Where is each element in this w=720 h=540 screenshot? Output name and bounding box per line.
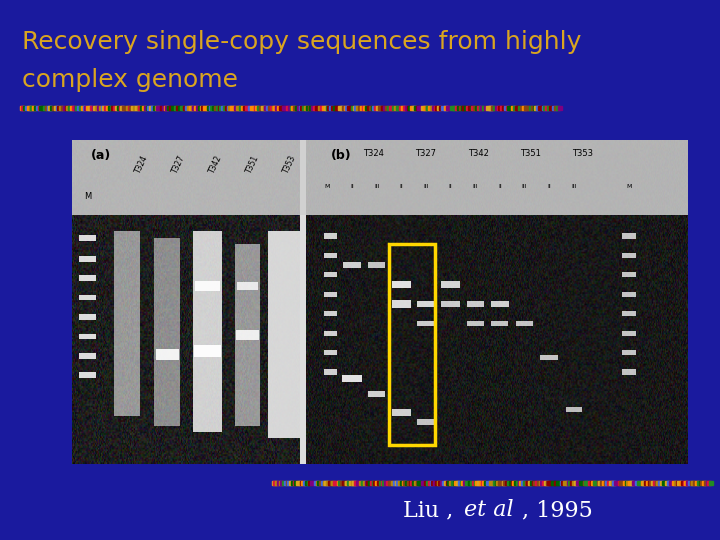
Text: M: M [626,184,632,189]
Text: T342: T342 [207,153,224,174]
Text: M: M [84,192,91,201]
Text: II: II [400,184,403,189]
Text: III: III [374,184,379,189]
Bar [566,407,582,412]
Text: M: M [325,184,330,189]
Bar [622,292,636,297]
Bar [491,321,508,326]
Bar [78,275,96,281]
Bar [269,231,300,438]
Bar [343,262,361,268]
Bar [78,334,96,339]
Bar [418,321,435,326]
Bar [368,391,385,397]
Bar [368,262,385,268]
Bar [235,244,261,426]
Bar [622,330,636,336]
Bar [324,311,338,316]
Bar [78,235,96,240]
Text: II: II [449,184,452,189]
Text: T327: T327 [171,153,186,174]
Text: (a): (a) [91,148,111,161]
Bar [235,329,259,340]
Bar [392,409,410,416]
Bar [300,140,306,464]
Bar [78,295,96,300]
Bar [78,373,96,378]
Bar [418,420,435,425]
Text: T353: T353 [282,153,297,174]
Bar [622,311,636,316]
Bar [516,321,533,326]
Text: T327: T327 [415,148,436,158]
Text: Liu ,: Liu , [403,500,461,521]
Text: complex genome: complex genome [22,68,238,91]
Bar [195,281,220,291]
Bar [156,349,179,360]
Bar [78,314,96,320]
Bar [622,350,636,355]
Text: T324: T324 [134,153,150,174]
Bar [237,282,258,290]
Bar [541,355,558,360]
Bar [467,321,484,326]
Bar [622,233,636,239]
Bar [194,345,221,357]
Bar [324,272,338,278]
Bar [78,256,96,261]
Text: III: III [472,184,478,189]
Bar [78,353,96,359]
Bar [389,244,435,445]
Bar [193,231,222,432]
Bar [441,301,460,307]
Text: T324: T324 [363,148,384,158]
Text: III: III [423,184,429,189]
Text: T353: T353 [572,148,593,158]
Bar [467,301,484,307]
Text: , 1995: , 1995 [522,500,593,521]
Bar [441,281,461,288]
Bar [324,292,338,297]
Text: III: III [571,184,577,189]
Text: T351: T351 [244,153,261,174]
Text: II: II [547,184,551,189]
Bar [392,300,410,308]
Bar [490,301,509,307]
Bar [622,272,636,278]
Bar [392,281,410,288]
Text: (b): (b) [330,148,351,161]
Bar [155,238,180,426]
Bar [342,375,362,382]
Text: II: II [498,184,502,189]
Bar [324,369,338,375]
Bar [622,253,636,258]
Bar [324,253,338,258]
Bar [324,350,338,355]
Bar [114,231,140,416]
Bar [324,330,338,336]
Text: T342: T342 [468,148,489,158]
Text: T351: T351 [520,148,541,158]
Text: et al: et al [464,500,514,521]
Text: Recovery single-copy sequences from highly: Recovery single-copy sequences from high… [22,30,581,53]
Text: III: III [522,184,527,189]
Text: II: II [350,184,354,189]
Bar [418,301,435,307]
Bar [324,233,338,239]
Bar [622,369,636,375]
Bar [72,140,688,215]
